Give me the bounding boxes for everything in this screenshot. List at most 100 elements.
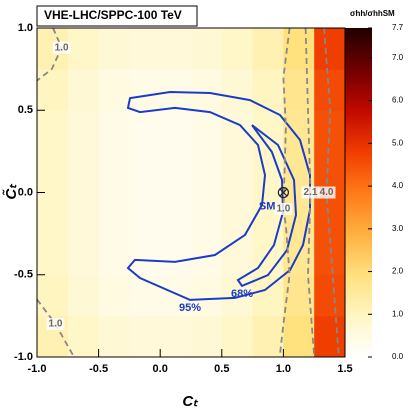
- heat-cell: [98, 28, 130, 70]
- colorbar-tick-label: 0.0: [392, 352, 404, 361]
- contour: [126, 90, 311, 301]
- contour-label-bg: [274, 202, 293, 215]
- heat-cell: [314, 274, 346, 317]
- heat-cell: [191, 69, 223, 111]
- heat-cell: [160, 192, 192, 235]
- heat-cell: [67, 192, 100, 235]
- contours: 95% 68% 1.0 1.0 1.0 2.1 4.0 SM: [36, 27, 340, 358]
- y-axis-label: C̃ₜ: [2, 183, 20, 200]
- y-tick-label: -1.0: [14, 351, 33, 363]
- contour-label: 1.0: [49, 319, 63, 330]
- heat-cell: [98, 274, 130, 317]
- contour-label: 4.0: [320, 187, 334, 198]
- heat-cell: [160, 274, 192, 317]
- colorbar-label: σhh/σhhSM: [350, 9, 395, 18]
- heat-cell: [67, 233, 100, 276]
- heat-cell: [129, 233, 161, 276]
- heat-cell: [160, 315, 192, 358]
- heat-cell: [283, 110, 315, 152]
- sm-cross: [279, 188, 288, 197]
- colorbar-tick-label: 4.0: [392, 181, 404, 190]
- heat-cell: [314, 315, 346, 358]
- x-tick-label: 1.5: [337, 363, 352, 375]
- heat-cell: [98, 192, 130, 235]
- heat-cell: [191, 110, 223, 152]
- colorbar-tick-label: 1.0: [392, 309, 404, 318]
- chart-title: VHE-LHC/SPPC-100 TeV: [44, 8, 182, 22]
- colorbar-tick-label: 7.7: [392, 23, 404, 32]
- contour-label-bg: [317, 186, 336, 199]
- heat-cell: [129, 151, 161, 193]
- colorbar-tick-label: 6.0: [392, 96, 404, 105]
- heat-cell: [129, 28, 161, 70]
- heat-cell: [37, 69, 69, 111]
- heat-cell: [160, 28, 192, 70]
- y-tick-label: 1.0: [18, 22, 33, 34]
- contour-label: 95%: [179, 302, 201, 314]
- heat-cell: [37, 151, 69, 193]
- contour: [236, 124, 298, 288]
- heat-cell: [252, 28, 284, 70]
- y-tick-label: 0.5: [18, 104, 33, 116]
- heat-cell: [129, 192, 161, 235]
- heat-cell: [160, 151, 192, 193]
- colorbar-tick-label: 5.0: [392, 138, 404, 147]
- heat-cell: [191, 192, 223, 235]
- heat-cell: [221, 69, 254, 111]
- heat-cell: [37, 233, 69, 276]
- heat-cell: [221, 151, 254, 193]
- x-tick-label: 1.0: [276, 363, 291, 375]
- colorbar-tick-label: 3.0: [392, 224, 404, 233]
- colorbar-tick-label: 7.0: [392, 53, 404, 62]
- heat-cell: [98, 233, 130, 276]
- heat-cell: [67, 151, 100, 193]
- contour-label: 68%: [231, 288, 253, 300]
- contour-label-bg: [52, 41, 71, 54]
- sm-label: SM: [259, 200, 276, 212]
- heat-cell: [191, 151, 223, 193]
- heat-cell: [160, 110, 192, 152]
- heat-cell: [67, 274, 100, 317]
- heat-cell: [129, 110, 161, 152]
- contour-label: 1.0: [55, 42, 69, 53]
- heat-cell: [283, 28, 315, 70]
- heat-cell: [129, 274, 161, 317]
- heat-cell: [221, 192, 254, 235]
- contour-label: 2.1: [304, 187, 318, 198]
- heat-cell: [221, 315, 254, 358]
- heat-cell: [191, 274, 223, 317]
- heat-cell: [98, 151, 130, 193]
- heat-cell: [252, 274, 284, 317]
- contour-label-bg: [46, 318, 65, 331]
- heat-cell: [283, 69, 315, 111]
- heat-cell: [252, 315, 284, 358]
- heat-cell: [67, 315, 100, 358]
- heat-cell: [129, 69, 161, 111]
- heat-cell: [314, 151, 346, 193]
- contour-label: 1.0: [276, 204, 290, 215]
- colorbar-tick-label: 2.0: [392, 267, 404, 276]
- heat-cell: [191, 28, 223, 70]
- heat-cell: [37, 110, 69, 152]
- heat-cell: [221, 110, 254, 152]
- y-tick-label: 0.0: [18, 186, 33, 198]
- title-box: [36, 5, 198, 27]
- heat-cell: [37, 274, 69, 317]
- heat-cell: [129, 315, 161, 358]
- heat-cell: [160, 69, 192, 111]
- heat-cell: [37, 192, 69, 235]
- heat-cell: [67, 110, 100, 152]
- heat-cell: [160, 233, 192, 276]
- heat-cell: [283, 315, 315, 358]
- heat-cell: [98, 69, 130, 111]
- x-tick-label: 0.0: [153, 363, 168, 375]
- x-tick-label: -0.5: [89, 363, 108, 375]
- heat-cell: [314, 28, 346, 70]
- heat-cell: [191, 315, 223, 358]
- x-axis-label: Cₜ: [182, 393, 199, 410]
- heat-cell: [221, 274, 254, 317]
- heatmap: [37, 28, 346, 358]
- heat-cell: [314, 69, 346, 111]
- x-tick-label: -1.0: [28, 363, 47, 375]
